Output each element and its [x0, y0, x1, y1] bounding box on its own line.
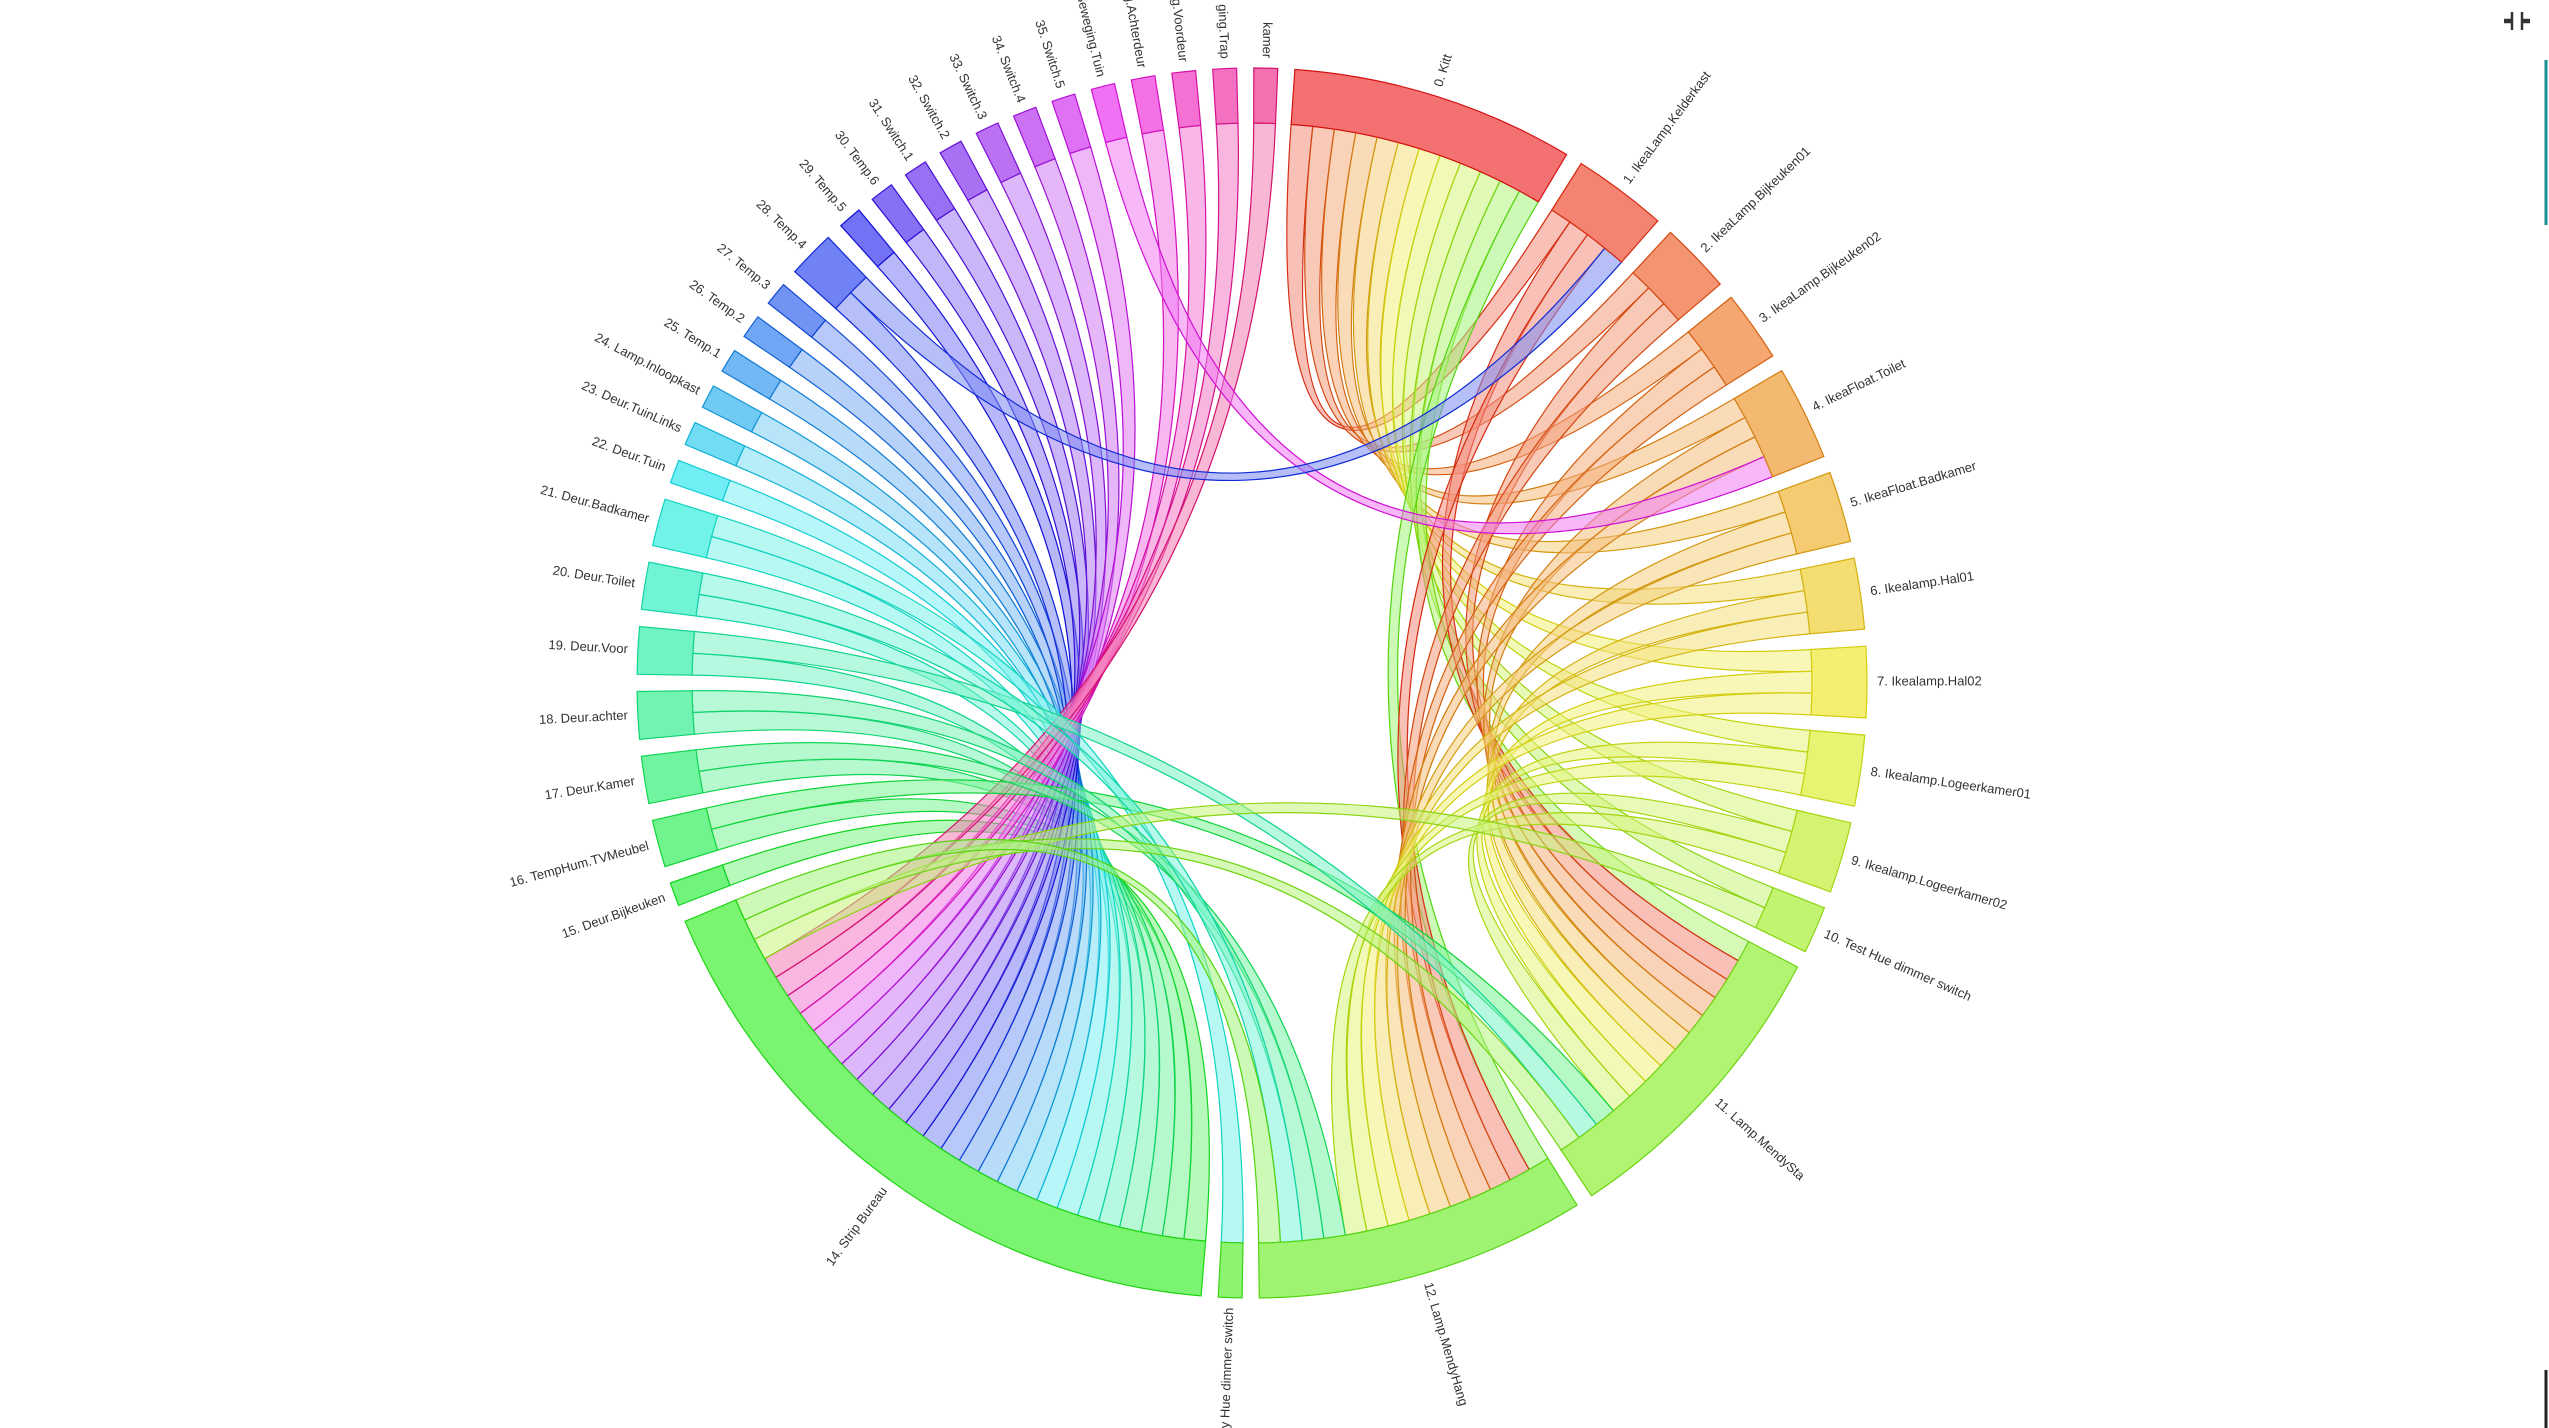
node-arc	[1560, 940, 1799, 1197]
node-label: 3. IkeaLamp.Bijkeuken02	[1756, 229, 1884, 326]
node-label: g.Voordeur	[1169, 0, 1191, 63]
node-arc	[793, 236, 867, 310]
node-label: 14. Strip Bureau	[823, 1184, 890, 1269]
node-label: 2. IkeaLamp.Bijkeuken01	[1697, 143, 1813, 255]
node-arc	[1212, 67, 1239, 125]
node-arc	[904, 161, 956, 222]
node-label: 6. Ikealamp.Hal01	[1869, 568, 1975, 598]
node-arc	[1171, 69, 1202, 129]
node-arc	[975, 122, 1022, 184]
node-label: 29. Temp.5	[796, 156, 849, 214]
node-arc	[1090, 82, 1128, 144]
node-label: 18. Deur.achter	[539, 707, 629, 727]
node-label: 3. Mendy Hue dimmer switch	[1215, 1307, 1236, 1428]
node-label: 33. Switch.3	[946, 51, 990, 121]
node-label: 35. Switch.5	[1032, 18, 1068, 90]
node-label: 17. Deur.Kamer	[544, 773, 637, 802]
node-arc	[1632, 231, 1722, 321]
node-arc	[1130, 75, 1165, 135]
node-label: 25. Temp.1	[662, 315, 724, 361]
node-arc	[1799, 557, 1866, 635]
node-label: 7. Ikealamp.Hal02	[1877, 673, 1982, 688]
node-arc	[721, 349, 782, 400]
node-label: 16. TempHum.TVMeubel	[508, 838, 651, 890]
node-arc	[1777, 471, 1852, 555]
node-arc	[684, 899, 1207, 1297]
node-label: 23. Deur.TuinLinks	[580, 378, 685, 436]
node-arc	[1257, 1157, 1578, 1299]
node-label: 12. Lamp.MendyHang	[1421, 1281, 1471, 1408]
node-arc	[1253, 67, 1279, 125]
node-label: kamer	[1260, 22, 1276, 59]
node-label: 1. IkeaLamp.Kelderkast	[1620, 68, 1714, 187]
node-label: 19. Deur.Voor	[548, 637, 629, 656]
node-arc	[1550, 162, 1659, 264]
node-label: 21. Deur.Badkamer	[539, 482, 652, 526]
node-arc	[1217, 1241, 1244, 1299]
node-label: 34. Switch.4	[989, 33, 1029, 104]
node-arc	[871, 183, 925, 244]
node-arc	[1810, 645, 1868, 719]
icon-path	[2504, 12, 2530, 30]
node-arc	[651, 807, 719, 868]
node-label: g.Achterdeur	[1122, 0, 1150, 70]
node-arc	[636, 625, 696, 676]
node-arc	[1687, 296, 1774, 386]
node-arc	[640, 561, 704, 617]
node-arc	[1778, 809, 1852, 893]
node-arc	[1754, 886, 1826, 953]
node-label: 30. Temp.6	[832, 128, 883, 188]
node-arc	[1733, 369, 1825, 478]
node-arcs	[636, 67, 1868, 1299]
node-label: 20. Deur.Toilet	[552, 563, 637, 591]
node-arc	[651, 498, 719, 559]
node-arc	[1051, 93, 1092, 155]
node-label: 15. Deur.Bijkeuken	[560, 890, 668, 942]
exit-fullscreen-icon[interactable]	[2504, 12, 2530, 30]
node-label: 32. Switch.2	[905, 72, 953, 141]
chord	[788, 348, 1083, 1173]
node-arc	[767, 283, 827, 338]
node-arc	[636, 690, 695, 740]
node-arc	[839, 209, 895, 268]
node-label: 11. Lamp.MendySta	[1712, 1095, 1808, 1184]
node-arc	[939, 140, 988, 202]
node-arc	[1012, 106, 1056, 168]
node-arc	[1799, 729, 1866, 807]
chords	[691, 122, 1813, 1244]
node-label: 26. Temp.2	[687, 277, 748, 326]
node-label: 27. Temp.3	[714, 240, 773, 292]
node-label: 22. Deur.Tuin	[590, 433, 668, 474]
node-label: 9. Ikealamp.Logeerkamer02	[1849, 852, 2008, 912]
node-label: 31. Switch.1	[866, 96, 917, 163]
node-arc	[701, 385, 763, 433]
node-label: 4. IkeaFloat.Toilet	[1810, 356, 1908, 414]
node-label: 8. Ikealamp.Logeerkamer01	[1870, 764, 2032, 802]
node-label: 28. Temp.4	[754, 196, 810, 251]
node-label: 10. Test Hue dimmer switch	[1822, 926, 1974, 1004]
node-arc	[1290, 68, 1568, 203]
node-label: ging.Trap	[1215, 4, 1232, 59]
node-label: 6. Beweging.Tuin	[1070, 0, 1109, 78]
node-arc	[669, 459, 731, 502]
node-arc	[669, 864, 731, 907]
node-arc	[743, 315, 803, 369]
node-label: 5. IkeaFloat.Badkamer	[1848, 458, 1978, 510]
node-arc	[640, 749, 704, 805]
node-label: 0. Kitt	[1431, 52, 1455, 89]
node-arc	[684, 421, 746, 467]
